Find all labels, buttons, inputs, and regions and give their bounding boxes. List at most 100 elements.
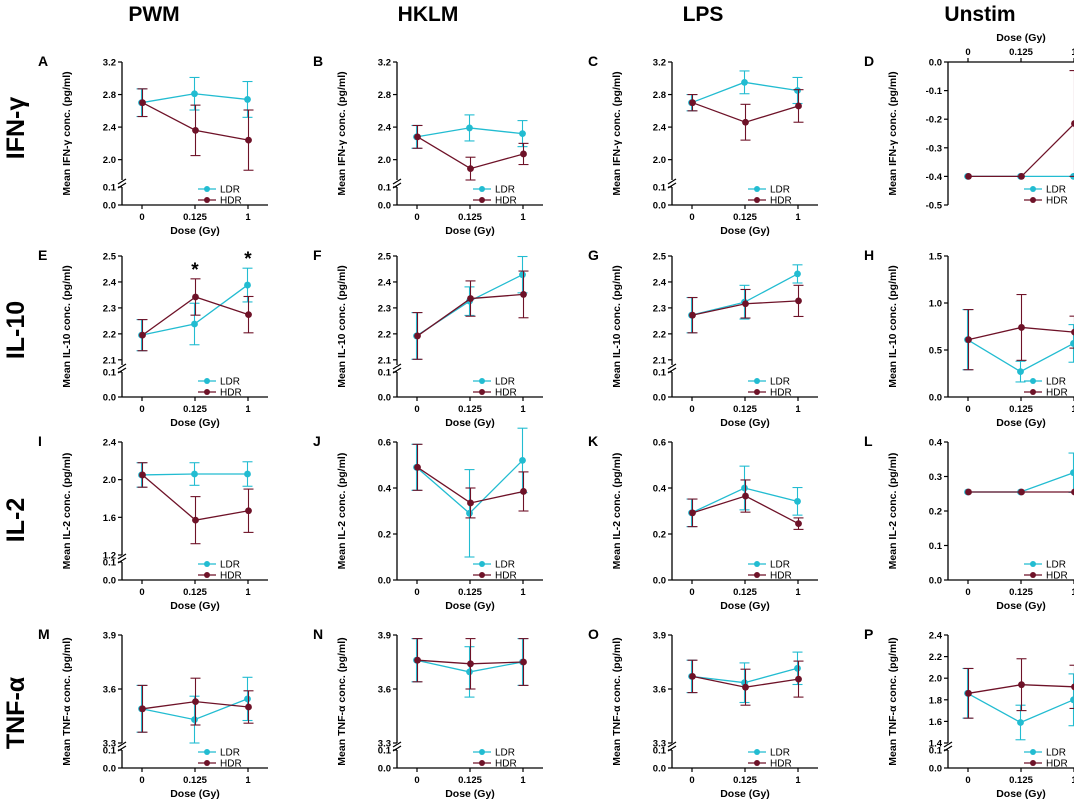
y-tick-label-k: 0.4 [653, 484, 667, 495]
data-point-hdr [1071, 120, 1074, 127]
legend-marker-hdr [754, 760, 760, 766]
y-tick-label-j: 0.6 [378, 438, 391, 449]
axis-break-mark-m [117, 741, 127, 748]
legend-label-hdr: HDR [495, 388, 517, 399]
x-tick-label-a: 1 [245, 212, 251, 223]
series-hdr-g [687, 284, 804, 334]
data-point-hdr [965, 336, 972, 344]
y-axis-label-a: Mean IFN-γ conc. (pg/ml) [61, 71, 73, 195]
legend-marker-ldr [204, 186, 210, 192]
y-tick-label-g: 0.1 [653, 368, 667, 379]
data-point-ldr [1017, 368, 1024, 376]
legend-marker-hdr [1030, 760, 1036, 766]
y-tick-label-m: 3.9 [103, 631, 116, 642]
y-tick-label-e: 2.4 [103, 277, 117, 288]
data-point-hdr [520, 658, 527, 666]
legend-label-hdr: HDR [495, 759, 517, 770]
y-tick-label-h: 0.0 [929, 393, 942, 404]
y-tick-label-n: 3.3 [378, 739, 391, 750]
y-tick-label-d: -0.1 [926, 86, 943, 97]
data-point-hdr [742, 683, 749, 691]
series-ldr-i [136, 461, 253, 488]
x-tick-label-i: 1 [245, 587, 251, 598]
panel-n: N Mean TNF-α conc. (pg/ml) 3.3 3.6 3.9 0.0 0.1… [313, 626, 543, 800]
x-tick-label-p: 0 [965, 775, 970, 786]
legend-label-hdr: HDR [770, 196, 792, 207]
panels: A Mean IFN-γ conc. (pg/ml) 2.0 2.4 2.8 3.2 0.0… [38, 32, 1074, 800]
x-axis-label-l: Dose (Gy) [996, 600, 1046, 612]
panel-letter-k: K [588, 433, 598, 449]
legend-marker-hdr [479, 572, 485, 578]
x-tick-label-i: 0 [139, 587, 144, 598]
y-tick-label-g: 2.4 [653, 277, 667, 288]
y-tick-label-o: 3.3 [653, 739, 666, 750]
x-tick-label-b: 0 [414, 212, 419, 223]
y-tick-label-j: 0.4 [378, 484, 392, 495]
panel-b: B Mean IFN-γ conc. (pg/ml) 2.0 2.4 2.8 3.2 0.0… [313, 53, 543, 237]
y-tick-label-n: 0.1 [378, 746, 392, 757]
y-tick-label-p: 0.0 [929, 764, 942, 775]
column-title-pwm: PWM [128, 3, 179, 26]
row-title-il-2: IL-2 [2, 498, 30, 542]
y-axis-label-i: Mean IL-2 conc. (pg/ml) [61, 453, 73, 570]
legend-marker-hdr [479, 389, 485, 395]
legend-marker-hdr [204, 760, 210, 766]
y-tick-label-m: 3.6 [103, 685, 116, 696]
data-point-hdr [1018, 173, 1025, 180]
panel-l: L Mean IL-2 conc. (pg/ml) 0.0 0.1 0.2 0.3 0.4 0… [864, 433, 1074, 612]
y-tick-label-n: 0.0 [378, 764, 391, 775]
y-tick-label-p: 2.4 [929, 631, 943, 642]
y-tick-label-f: 2.4 [378, 277, 392, 288]
panel-letter-f: F [313, 247, 322, 263]
panel-e: E Mean IL-10 conc. (pg/ml) 2.1 2.2 2.3 2.4 2.5… [38, 247, 268, 429]
y-tick-label-l: 0.0 [929, 576, 942, 587]
y-axis-label-f: Mean IL-10 conc. (pg/ml) [336, 265, 348, 388]
panel-p: P Mean TNF-α conc. (pg/ml) 1.4 1.6 1.8 2.0 2.2… [864, 626, 1074, 800]
x-tick-label-d: 1 [1071, 47, 1074, 58]
significance-star-e: * [244, 249, 252, 270]
y-tick-label-i: 1.6 [103, 513, 116, 524]
y-tick-label-m: 0.0 [103, 764, 116, 775]
data-point-hdr [192, 516, 199, 524]
y-tick-label-k: 0.6 [653, 438, 666, 449]
series-hdr-h [963, 293, 1074, 371]
series-ldr-a [136, 76, 253, 118]
y-tick-label-g: 2.2 [653, 329, 666, 340]
y-tick-label-a: 2.4 [103, 123, 117, 134]
y-tick-label-m: 0.1 [103, 746, 117, 757]
panel-letter-o: O [588, 626, 599, 642]
panel-k: K Mean IL-2 conc. (pg/ml) 0.0 0.2 0.4 0.6 0 0.1… [588, 433, 818, 612]
x-tick-label-f: 1 [520, 404, 526, 415]
data-point-hdr [414, 656, 421, 664]
x-tick-label-h: 0.125 [1009, 404, 1033, 415]
legend-label-ldr: LDR [495, 748, 515, 759]
x-tick-label-o: 1 [795, 775, 801, 786]
panel-letter-m: M [38, 626, 50, 642]
x-axis-label-i: Dose (Gy) [170, 600, 220, 612]
axis-break-mark-n [392, 741, 402, 748]
legend-label-hdr: HDR [1046, 388, 1068, 399]
series-hdr-n [412, 638, 529, 690]
x-tick-label-k: 0.125 [733, 587, 757, 598]
y-tick-label-n: 3.6 [378, 685, 391, 696]
y-tick-label-h: 1.5 [929, 252, 943, 263]
x-axis-label-k: Dose (Gy) [720, 600, 770, 612]
y-axis-label-j: Mean IL-2 conc. (pg/ml) [336, 453, 348, 570]
legend-marker-hdr [204, 572, 210, 578]
y-tick-label-b: 3.2 [378, 58, 391, 69]
y-tick-label-i: 1.2 [103, 551, 116, 562]
legend-label-ldr: LDR [770, 185, 790, 196]
legend-marker-hdr [479, 760, 485, 766]
y-tick-label-k: 0.0 [653, 576, 666, 587]
x-axis-label-m: Dose (Gy) [170, 788, 220, 800]
panel-o: O Mean TNF-α conc. (pg/ml) 3.3 3.6 3.9 0.0 0.1… [588, 626, 818, 800]
data-point-hdr [795, 102, 802, 110]
data-point-hdr [139, 331, 146, 339]
y-tick-label-d: 0.0 [929, 58, 942, 69]
data-point-hdr [414, 463, 421, 471]
series-hdr-p [963, 658, 1074, 719]
legend-label-hdr: HDR [495, 571, 517, 582]
y-tick-label-o: 0.1 [653, 746, 667, 757]
y-tick-label-e: 2.2 [103, 329, 116, 340]
legend-label-ldr: LDR [495, 377, 515, 388]
